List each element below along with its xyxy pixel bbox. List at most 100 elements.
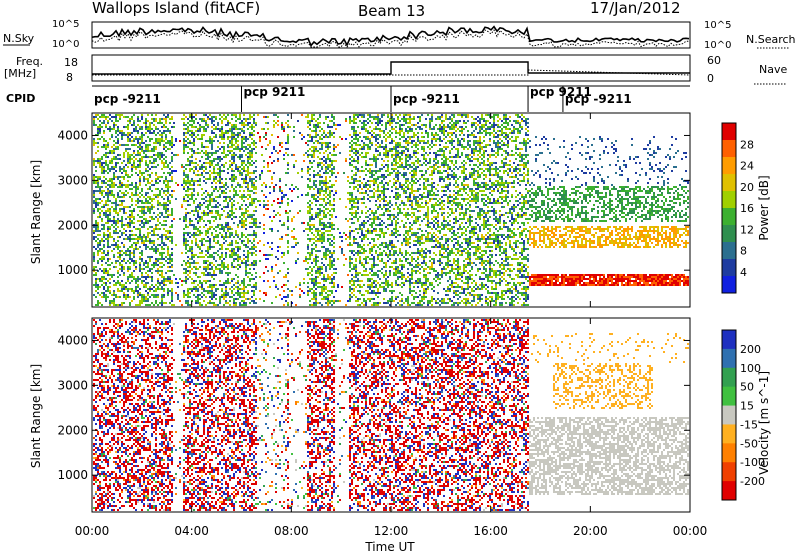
heatmap-cell [169,282,171,284]
heatmap-cell [209,118,211,120]
heatmap-cell [265,184,267,186]
heatmap-cell [247,194,249,196]
heatmap-cell [215,226,217,228]
heatmap-cell [251,190,253,192]
heatmap-cell [99,286,101,288]
heatmap-cell [215,182,217,184]
heatmap-cell [197,180,199,182]
heatmap-cell [313,224,315,226]
heatmap-cell [189,262,191,264]
heatmap-cell [359,114,361,116]
heatmap-cell [237,118,239,120]
heatmap-cell [149,270,151,272]
heatmap-cell [245,236,247,238]
heatmap-cell [185,244,187,246]
heatmap-cell [365,174,367,176]
heatmap-cell [167,192,169,194]
heatmap-cell [245,302,247,304]
heatmap-cell [187,240,189,242]
heatmap-cell [167,114,169,116]
heatmap-cell [99,242,101,244]
heatmap-cell [185,272,187,274]
heatmap-cell [225,124,227,126]
heatmap-cell [215,196,217,198]
heatmap-cell [131,158,133,160]
heatmap-cell [139,292,141,294]
heatmap-cell [111,186,113,188]
heatmap-cell [255,260,257,262]
heatmap-cell [213,258,215,260]
heatmap-cell [207,228,209,230]
nave-label: Nave [759,63,787,76]
heatmap-cell [275,284,277,286]
heatmap-cell [355,214,357,216]
heatmap-cell [205,140,207,142]
heatmap-cell [133,252,135,254]
heatmap-cell [351,136,353,138]
heatmap-cell [107,214,109,216]
heatmap-cell [183,182,185,184]
heatmap-cell [143,234,145,236]
heatmap-cell [283,284,285,286]
heatmap-cell [301,114,303,116]
heatmap-cell [177,298,179,300]
heatmap-cell [299,294,301,296]
heatmap-cell [239,132,241,134]
station-title: Wallops Island (fitACF) [92,0,260,17]
heatmap-cell [253,302,255,304]
heatmap-cell [143,172,145,174]
heatmap-cell [357,158,359,160]
heatmap-cell [353,200,355,202]
heatmap-cell [313,258,315,260]
heatmap-cell [139,146,141,148]
heatmap-cell [93,266,95,268]
heatmap-cell [359,120,361,122]
heatmap-cell [103,144,105,146]
heatmap-cell [219,188,221,190]
heatmap-cell [157,294,159,296]
heatmap-cell [207,246,209,248]
heatmap-cell [241,236,243,238]
heatmap-cell [165,146,167,148]
heatmap-cell [155,288,157,290]
heatmap-cell [97,242,99,244]
heatmap-cell [131,222,133,224]
heatmap-cell [253,218,255,220]
heatmap-cell [319,204,321,206]
heatmap-cell [267,204,269,206]
heatmap-cell [93,226,95,228]
heatmap-cell [97,126,99,128]
heatmap-cell [199,246,201,248]
heatmap-cell [97,202,99,204]
heatmap-cell [361,212,363,214]
heatmap-cell [319,272,321,274]
heatmap-cell [93,270,95,272]
heatmap-cell [319,190,321,192]
heatmap-cell [357,160,359,162]
heatmap-cell [131,234,133,236]
nave-tick-top: 60 [707,54,721,67]
heatmap-cell [213,116,215,118]
heatmap-cell [225,226,227,228]
heatmap-cell [209,114,211,116]
heatmap-cell [371,274,373,276]
heatmap-cell [333,258,335,260]
heatmap-cell [95,186,97,188]
heatmap-cell [127,148,129,150]
heatmap-cell [145,132,147,134]
heatmap-cell [147,182,149,184]
heatmap-cell [137,194,139,196]
heatmap-cell [321,240,323,242]
heatmap-cell [149,162,151,164]
heatmap-cell [107,190,109,192]
heatmap-cell [193,150,195,152]
heatmap-cell [143,222,145,224]
heatmap-cell [95,266,97,268]
heatmap-cell [167,236,169,238]
heatmap-cell [309,224,311,226]
cpid-segment-label: pcp -9211 [565,92,632,106]
heatmap-cell [307,120,309,122]
heatmap-cell [147,240,149,242]
heatmap-cell [225,198,227,200]
heatmap-cell [131,252,133,254]
